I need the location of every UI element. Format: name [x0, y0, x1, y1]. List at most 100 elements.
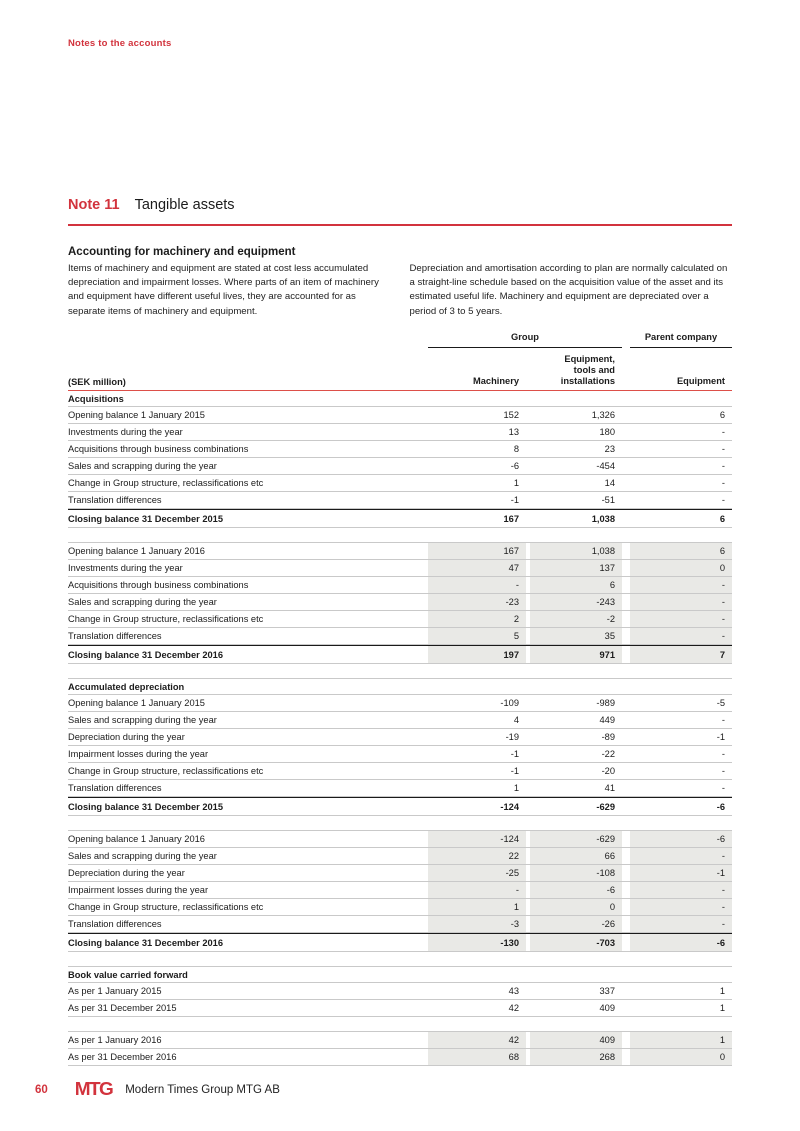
group-header-gap [622, 332, 630, 348]
note-name: Tangible assets [134, 197, 235, 213]
row-label: Sales and scrapping during the year [68, 461, 217, 471]
cell-equipment-parent: - [721, 715, 725, 725]
table-section-header: Book value carried forward [68, 967, 732, 983]
row-label: As per 1 January 2016 [68, 1035, 162, 1045]
cell-equipment-parent: - [630, 611, 732, 627]
cell-machinery: 8 [513, 444, 519, 454]
cell-machinery: -25 [428, 865, 526, 881]
cell-machinery: - [428, 882, 526, 898]
policy-paragraph-left: Items of machinery and equipment are sta… [68, 263, 379, 317]
row-label: Translation differences [68, 919, 162, 929]
cell-equipment-tools: -20 [601, 766, 615, 776]
cell-equipment-tools: 180 [599, 427, 615, 437]
cell-machinery: -130 [428, 934, 526, 951]
row-label: Change in Group structure, reclassificat… [68, 902, 264, 912]
cell-machinery: - [428, 577, 526, 593]
row-label: Sales and scrapping during the year [68, 851, 217, 861]
cell-equipment-tools: 35 [530, 628, 622, 644]
cell-equipment-tools: 971 [530, 646, 622, 663]
row-label: Accumulated depreciation [68, 681, 185, 692]
cell-equipment-parent: -6 [630, 831, 732, 847]
note-title-block: Note 11 Tangible assets [68, 196, 732, 226]
accounting-policy-section: Accounting for machinery and equipment I… [68, 246, 732, 319]
cell-equipment-parent: - [630, 848, 732, 864]
cell-equipment-tools: -6 [530, 882, 622, 898]
row-label: Impairment losses during the year [68, 749, 209, 759]
row-label: As per 1 January 2015 [68, 986, 162, 996]
cell-machinery: 22 [428, 848, 526, 864]
cell-equipment-tools: -2 [530, 611, 622, 627]
cell-machinery: 167 [503, 513, 519, 524]
cell-equipment-tools: 41 [604, 783, 615, 793]
cell-equipment-parent: -6 [630, 934, 732, 951]
cell-machinery: 43 [508, 986, 519, 996]
cell-machinery: -23 [428, 594, 526, 610]
table-row: Translation differences -1 -51 - [68, 492, 732, 509]
cell-equipment-parent: - [721, 495, 725, 505]
cell-equipment-parent: - [630, 577, 732, 593]
cell-equipment-tools: 409 [530, 1032, 622, 1048]
row-label: Translation differences [68, 783, 162, 793]
cell-equipment-tools: -51 [601, 495, 615, 505]
cell-machinery: -3 [428, 916, 526, 932]
cell-equipment-parent [630, 967, 732, 982]
table-total-row: Closing balance 31 December 2016 -130 -703… [68, 933, 732, 952]
row-label: Translation differences [68, 631, 162, 641]
table-row: Change in Group structure, reclassificat… [68, 899, 732, 916]
cell-equipment-parent: - [630, 594, 732, 610]
row-label: Opening balance 1 January 2015 [68, 698, 205, 708]
cell-machinery: 42 [428, 1032, 526, 1048]
cell-equipment-tools: -629 [530, 831, 622, 847]
table-row: Opening balance 1 January 2015 152 1,326 6 [68, 407, 732, 424]
table-section-header: Acquisitions [68, 391, 732, 407]
running-head: Notes to the accounts [68, 38, 172, 49]
table-row: Change in Group structure, reclassificat… [68, 475, 732, 492]
table-row: As per 1 January 2015 43 337 1 [68, 983, 732, 1000]
row-label: Impairment losses during the year [68, 885, 209, 895]
table-total-row: Closing balance 31 December 2016 197 971 7 [68, 645, 732, 664]
cell-equipment-parent: -1 [716, 732, 725, 742]
cell-machinery: -6 [510, 461, 519, 471]
cell-machinery: 68 [428, 1049, 526, 1065]
cell-equipment-tools: 268 [530, 1049, 622, 1065]
table-row: As per 31 December 2015 42 409 1 [68, 1000, 732, 1017]
cell-equipment-tools: 1,038 [530, 543, 622, 559]
cell-equipment-parent: 1 [719, 986, 725, 996]
cell-machinery: -1 [510, 766, 519, 776]
table-total-row: Closing balance 31 December 2015 -124 -629… [68, 797, 732, 816]
table-row: Acquisitions through business combinatio… [68, 441, 732, 458]
cell-equipment-parent: - [721, 427, 725, 437]
table-row: Acquisitions through business combinatio… [68, 577, 732, 594]
row-label: Closing balance 31 December 2016 [68, 649, 224, 660]
table-row: Depreciation during the year -19 -89 -1 [68, 729, 732, 746]
cell-equipment-parent: - [721, 461, 725, 471]
cell-machinery: 197 [428, 646, 526, 663]
row-label: Sales and scrapping during the year [68, 715, 217, 725]
cell-equipment-parent [630, 391, 732, 406]
cell-machinery: -109 [500, 698, 519, 708]
cell-equipment-parent: 6 [719, 410, 725, 420]
column-header-equipment-parent: Equipment [676, 376, 725, 386]
table-row: Investments during the year 13 180 - [68, 424, 732, 441]
policy-heading: Accounting for machinery and equipment [68, 246, 296, 258]
cell-equipment-tools: 449 [599, 715, 615, 725]
cell-machinery: 1 [513, 478, 519, 488]
table-column-header-row: (SEK million) Machinery Equipment, tools … [68, 348, 732, 391]
cell-equipment-parent: - [721, 783, 725, 793]
row-label: Opening balance 1 January 2016 [68, 834, 205, 844]
row-label: As per 31 December 2016 [68, 1052, 177, 1062]
table-row: Sales and scrapping during the year 4 449 - [68, 712, 732, 729]
row-label: Opening balance 1 January 2016 [68, 546, 205, 556]
row-label: Change in Group structure, reclassificat… [68, 478, 264, 488]
note-number: Note 11 [68, 197, 120, 213]
cell-equipment-parent: -5 [716, 698, 725, 708]
table-row: Investments during the year 47 137 0 [68, 560, 732, 577]
table-row: As per 1 January 2016 42 409 1 [68, 1032, 732, 1049]
cell-equipment-parent: 6 [719, 513, 725, 524]
cell-machinery: 152 [503, 410, 519, 420]
page-number: 60 [35, 1084, 48, 1096]
cell-machinery: 2 [428, 611, 526, 627]
parent-company-header: Parent company [630, 332, 732, 348]
cell-equipment-tools: 409 [599, 1003, 615, 1013]
cell-equipment-tools: -108 [530, 865, 622, 881]
